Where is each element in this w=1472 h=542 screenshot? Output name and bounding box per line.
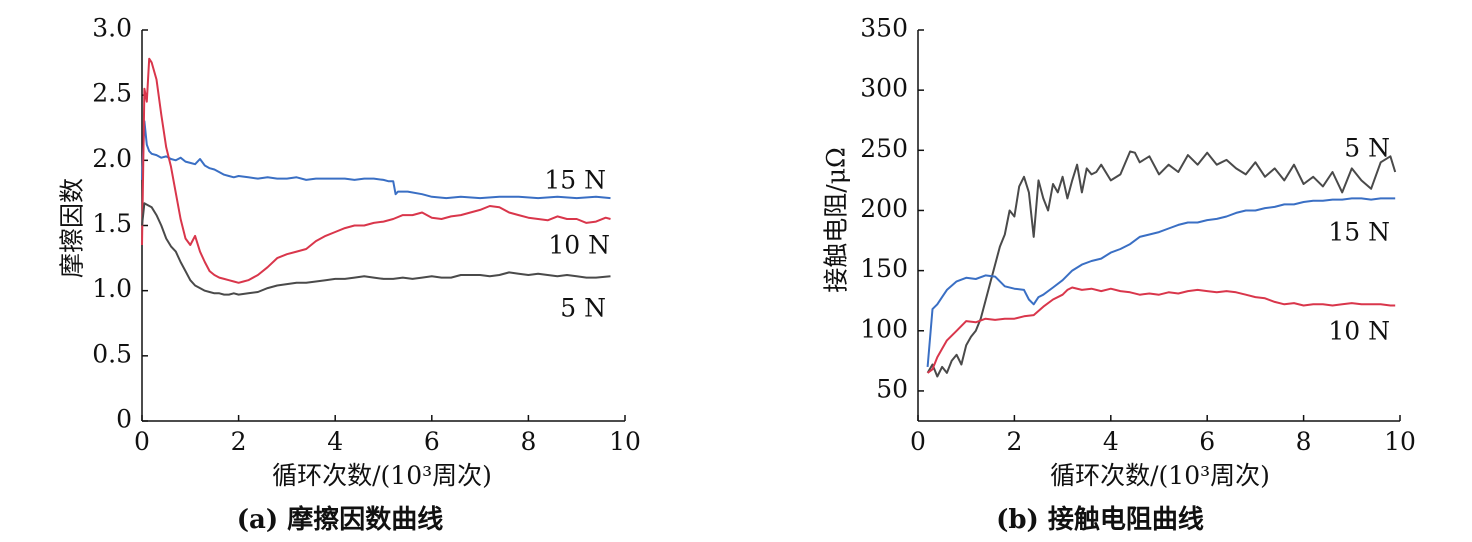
series-line-10n xyxy=(141,57,611,284)
series-line-15n xyxy=(926,197,1396,367)
y-axis-label: 摩擦因数 xyxy=(58,178,87,278)
series-label-10n: 10 N xyxy=(548,231,610,260)
x-tick-label: 0 xyxy=(134,427,150,456)
x-axis-label: 循环次数/(10³周次) xyxy=(1050,461,1270,490)
y-tick-label: 50 xyxy=(876,374,908,403)
x-tick-label: 8 xyxy=(1296,427,1312,456)
chart-caption: (b) 接触电阻曲线 xyxy=(996,505,1204,535)
y-tick-label: 1.0 xyxy=(92,274,132,303)
chart-caption: (a) 摩擦因数曲线 xyxy=(237,504,444,535)
y-tick-label: 2.5 xyxy=(92,79,132,108)
y-tick-label: 200 xyxy=(860,194,908,223)
series-line-15n xyxy=(141,120,611,200)
x-tick-label: 10 xyxy=(609,427,641,456)
x-tick-label: 4 xyxy=(327,427,343,456)
x-tick-label: 2 xyxy=(1006,427,1022,456)
x-tick-label: 0 xyxy=(910,427,926,456)
y-tick-label: 0.5 xyxy=(92,339,132,368)
y-tick-label: 300 xyxy=(860,74,908,103)
series-label-5n: 5 N xyxy=(1344,134,1390,163)
x-tick-label: 6 xyxy=(424,427,440,456)
series-label-10n: 10 N xyxy=(1328,317,1390,346)
y-tick-label: 1.5 xyxy=(92,209,132,238)
y-axis-label: 接触电阻/μΩ xyxy=(822,147,851,292)
series-line-5n xyxy=(926,150,1397,378)
x-tick-label: 4 xyxy=(1103,427,1119,456)
x-axis-label: 循环次数/(10³周次) xyxy=(272,461,492,490)
x-tick-label: 6 xyxy=(1199,427,1215,456)
chart-contact-resistance: 接触电阻/μΩ 循环次数/(10³周次) (b) 接触电阻曲线 0 2 4 6 8 10 5… xyxy=(822,14,1416,536)
x-tick-label: 10 xyxy=(1384,427,1416,456)
series-label-5n: 5 N xyxy=(560,294,606,323)
y-tick-label: 0 xyxy=(116,405,132,434)
x-tick-label: 2 xyxy=(231,427,247,456)
series-line-10n xyxy=(927,286,1396,374)
series-label-15n: 15 N xyxy=(1328,218,1390,247)
series-label-15n: 15 N xyxy=(544,166,606,195)
y-tick-label: 250 xyxy=(860,134,908,163)
y-tick-label: 3.0 xyxy=(92,14,132,43)
y-tick-label: 2.0 xyxy=(92,144,132,173)
series-line-5n xyxy=(141,202,611,296)
chart-friction-coefficient: 摩擦因数 循环次数/(10³周次) (a) 摩擦因数曲线 0 2 4 6 8 10 0 0.5… xyxy=(58,14,641,536)
x-tick-label: 8 xyxy=(520,427,536,456)
y-tick-label: 150 xyxy=(860,254,908,283)
y-tick-label: 350 xyxy=(860,14,908,43)
y-tick-label: 100 xyxy=(860,314,908,343)
